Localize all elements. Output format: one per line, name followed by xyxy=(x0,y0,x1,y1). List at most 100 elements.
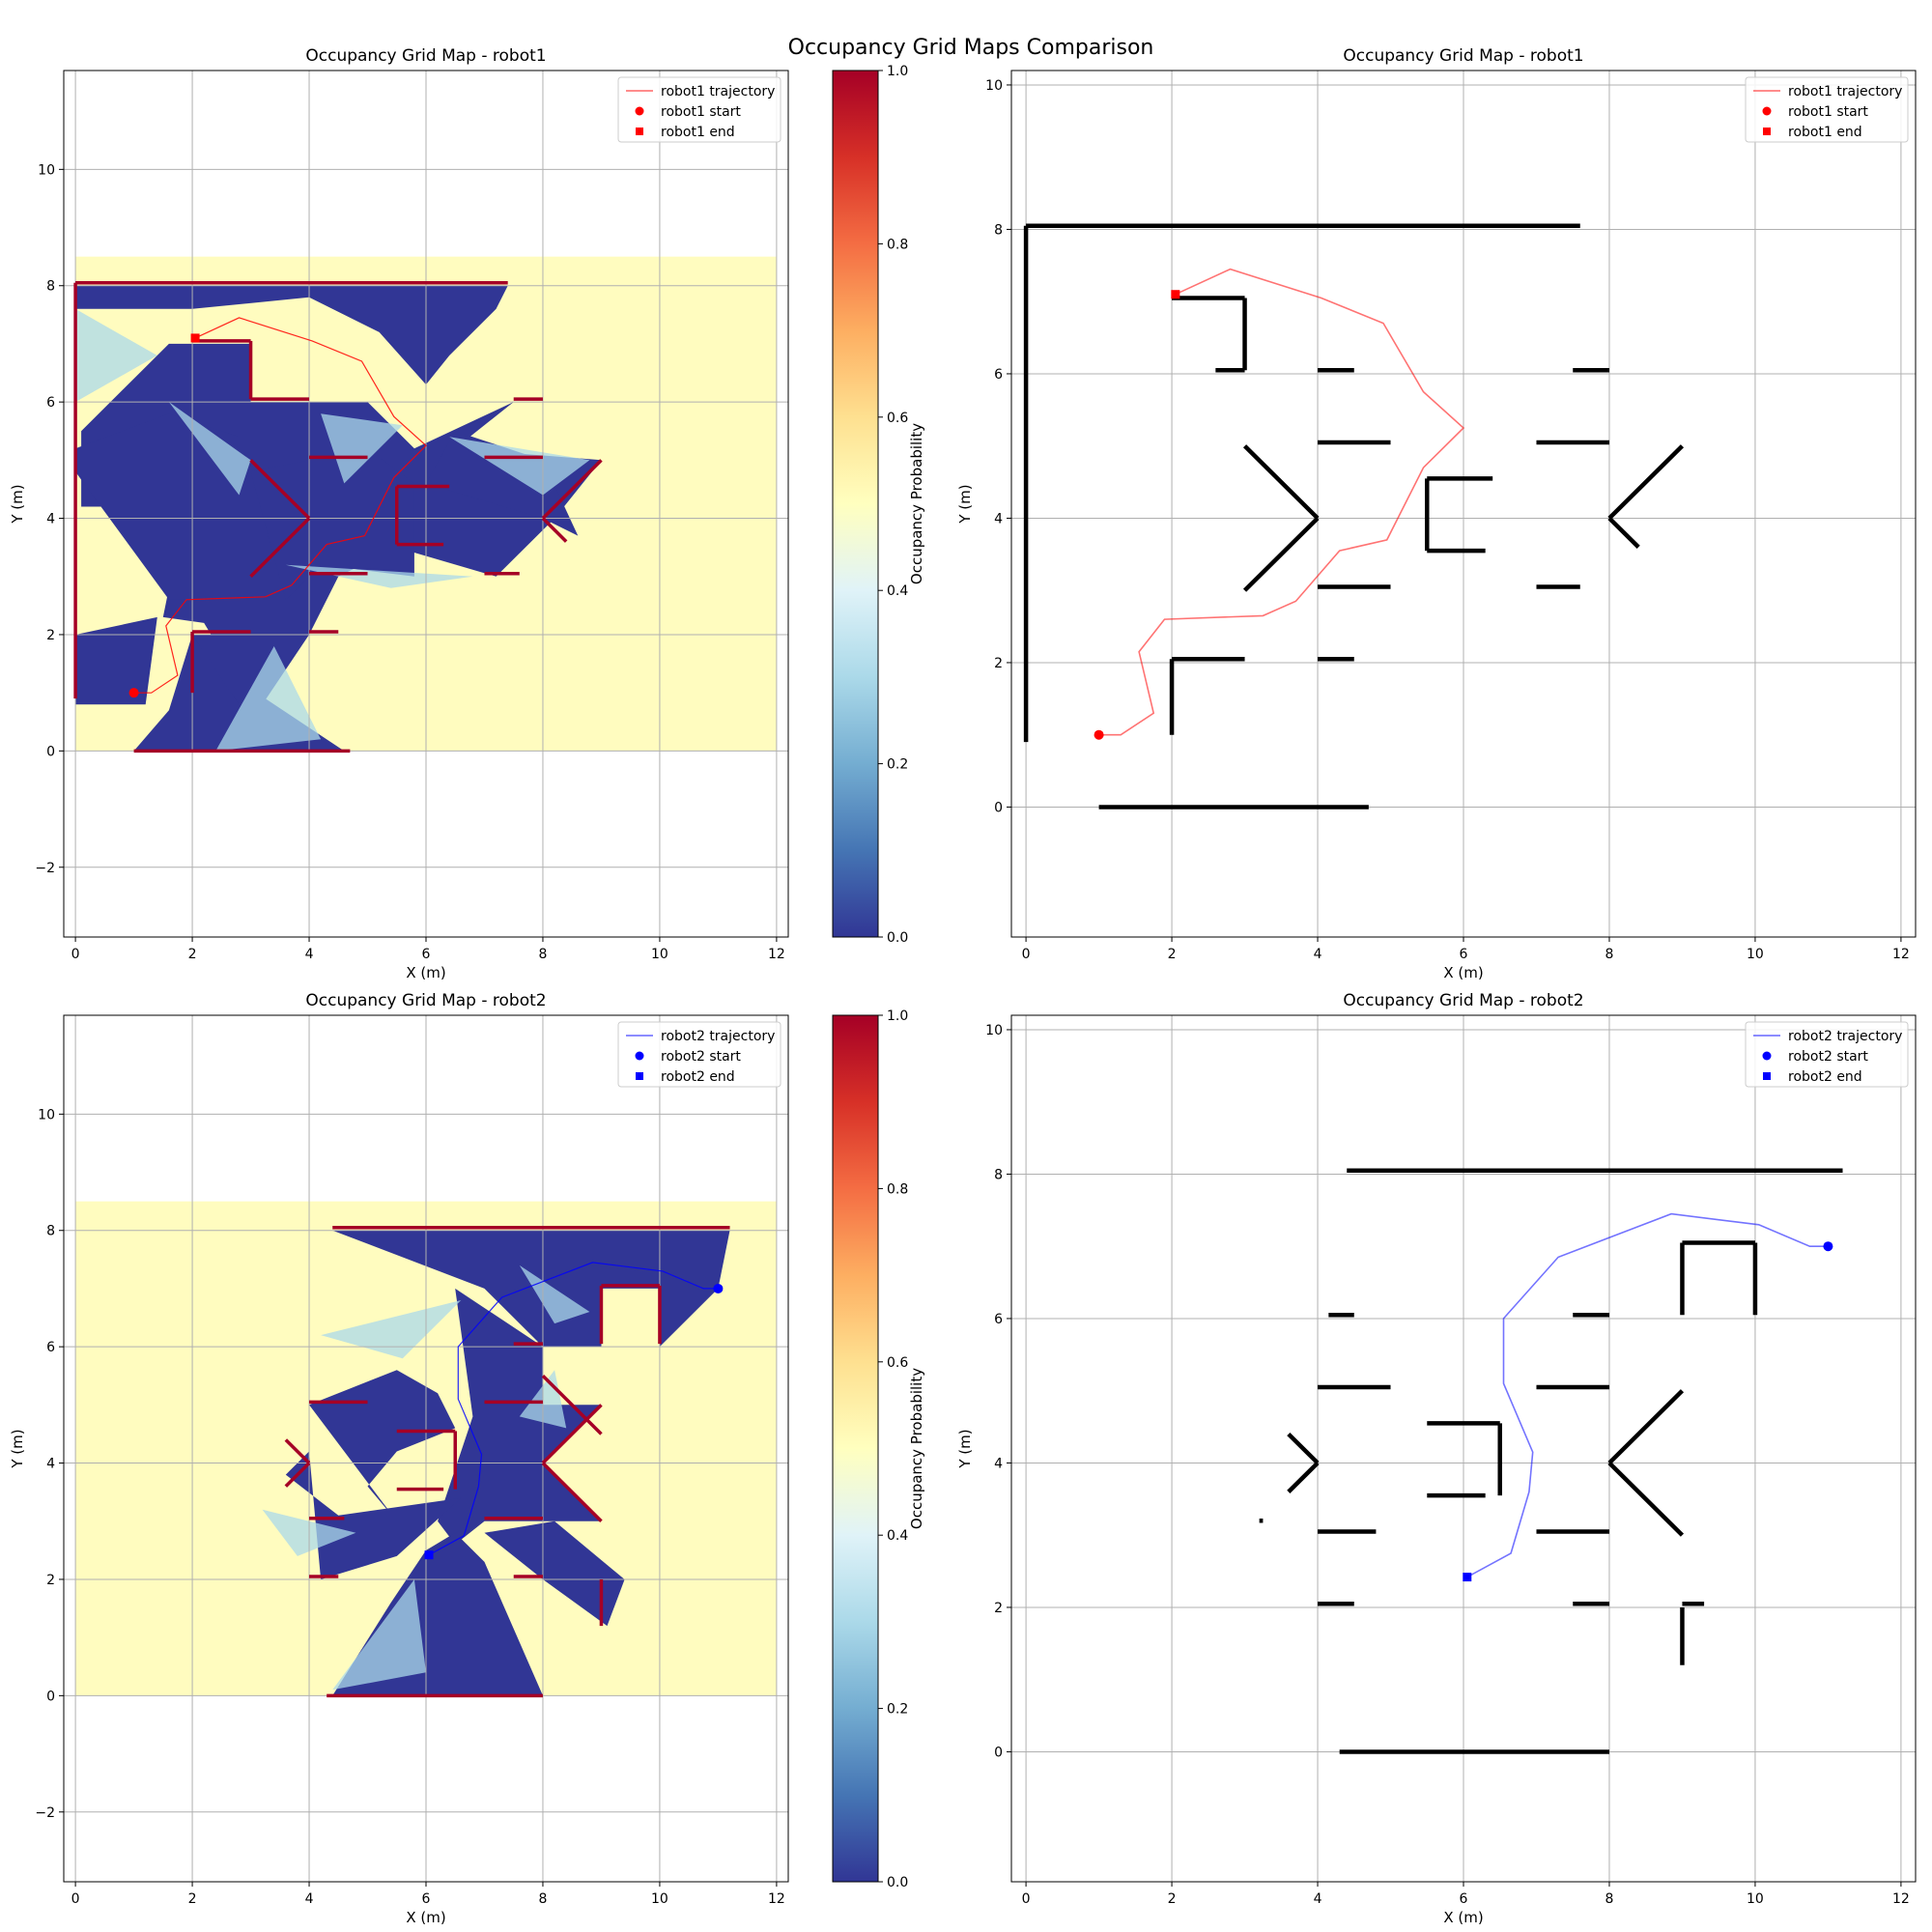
legend-label: robot2 trajectory xyxy=(661,1029,775,1044)
y-axis-label: Y (m) xyxy=(9,484,26,524)
x-tick-label: 6 xyxy=(422,947,431,962)
occupied-cells xyxy=(541,1462,603,1522)
partial-scan-region xyxy=(449,437,590,496)
free-region xyxy=(75,616,157,705)
legend-label: robot2 trajectory xyxy=(1788,1029,1902,1044)
plot-content xyxy=(64,71,788,937)
legend: robot2 trajectory robot2 start robot2 end xyxy=(1745,1021,1909,1088)
panel-title: Occupancy Grid Map - robot2 xyxy=(305,991,546,1010)
x-tick-label: 4 xyxy=(305,1891,314,1907)
x-tick-label: 0 xyxy=(71,947,80,962)
y-tick-label: 0 xyxy=(46,1689,55,1704)
legend-box xyxy=(617,1021,781,1088)
y-tick-label: 6 xyxy=(994,367,1003,383)
legend-label: robot1 trajectory xyxy=(661,84,775,99)
y-tick-label: 6 xyxy=(994,1312,1003,1327)
x-tick-label: 4 xyxy=(1314,1891,1322,1907)
x-tick-label: 2 xyxy=(1168,947,1177,962)
occupied-cells xyxy=(284,1462,311,1488)
legend: robot1 trajectory robot1 start robot1 end xyxy=(617,76,781,143)
legend-label: robot2 end xyxy=(661,1069,735,1085)
panel-title: Occupancy Grid Map - robot2 xyxy=(1343,991,1583,1010)
x-tick-label: 2 xyxy=(188,1891,197,1907)
colorbar-label: Occupancy Probability xyxy=(908,423,925,584)
colorbar-tick-label: 0.8 xyxy=(887,237,908,252)
x-tick-label: 8 xyxy=(1605,1891,1614,1907)
y-tick-label: 10 xyxy=(985,1023,1003,1038)
y-tick-label: 8 xyxy=(46,279,55,295)
panel-title: Occupancy Grid Map - robot1 xyxy=(305,46,546,66)
y-tick-label: 8 xyxy=(46,1224,55,1239)
free-region xyxy=(250,448,414,600)
plot-content xyxy=(64,1015,788,1882)
free-region xyxy=(332,1230,730,1348)
legend: robot2 trajectory robot2 start robot2 end xyxy=(617,1021,781,1088)
partial-scan-region xyxy=(321,413,403,484)
y-tick-label: 8 xyxy=(994,1167,1003,1182)
colorbar-tick-label: 0.6 xyxy=(887,411,908,426)
occupied-cells xyxy=(1607,516,1640,549)
colorbar-tick-label: 0.0 xyxy=(887,930,908,946)
x-tick-label: 10 xyxy=(651,1891,668,1907)
colorbar-label: Occupancy Probability xyxy=(908,1368,925,1529)
y-tick-label: 2 xyxy=(994,1601,1003,1616)
y-tick-label: 6 xyxy=(46,1340,55,1355)
legend-label: robot1 start xyxy=(1788,104,1868,120)
x-tick-label: 2 xyxy=(188,947,197,962)
x-tick-label: 4 xyxy=(1314,947,1322,962)
free-region xyxy=(484,1520,625,1627)
x-axis-label: X (m) xyxy=(1443,964,1483,981)
start-marker xyxy=(128,688,139,698)
legend-square-swatch xyxy=(1763,1072,1771,1080)
occupied-cells xyxy=(1607,1461,1685,1537)
legend-box xyxy=(1745,1021,1909,1088)
x-tick-label: 12 xyxy=(1892,947,1910,962)
colorbar-tick-label: 0.4 xyxy=(887,1528,908,1544)
y-tick-label: 0 xyxy=(994,800,1003,815)
y-tick-label: 4 xyxy=(46,512,55,527)
colorbar-tick-label: 1.0 xyxy=(887,1009,908,1024)
end-marker xyxy=(424,1550,434,1560)
legend-box xyxy=(617,76,781,143)
legend-circle-swatch xyxy=(1762,106,1772,116)
occupied-cells xyxy=(541,1404,603,1464)
partial-scan-region xyxy=(168,402,251,496)
y-tick-label: 4 xyxy=(46,1457,55,1472)
occupied-cells xyxy=(541,459,603,520)
x-tick-label: 8 xyxy=(539,1891,548,1907)
y-axis-label: Y (m) xyxy=(956,484,974,524)
x-axis-label: X (m) xyxy=(1443,1909,1483,1926)
x-tick-label: 10 xyxy=(1747,947,1764,962)
colorbar-tick-label: 0.2 xyxy=(887,757,908,773)
free-region xyxy=(75,285,508,385)
x-tick-label: 6 xyxy=(1460,947,1468,962)
panel-4: 0 2 4 6 8 10 12 0 2 4 6 8 10 Occupancy Grid Map - rob… xyxy=(956,991,1917,1926)
x-tick-label: 10 xyxy=(651,947,668,962)
y-tick-label: 6 xyxy=(46,395,55,411)
legend-square-swatch xyxy=(1763,128,1771,135)
x-tick-label: 12 xyxy=(768,1891,785,1907)
x-tick-label: 0 xyxy=(71,1891,80,1907)
trajectory-line xyxy=(428,1262,719,1556)
legend-label: robot1 start xyxy=(661,104,741,120)
start-marker xyxy=(1094,729,1104,740)
occupied-cells xyxy=(1287,1461,1320,1493)
y-tick-label: 2 xyxy=(994,656,1003,671)
partial-scan-region xyxy=(332,1579,426,1690)
colorbar: 0.0 0.2 0.4 0.6 0.8 1.0 Occupancy Probability xyxy=(832,64,925,946)
y-tick-label: 2 xyxy=(46,1573,55,1588)
x-tick-label: 12 xyxy=(768,947,785,962)
y-tick-label: −2 xyxy=(35,861,55,876)
free-region xyxy=(285,1451,462,1579)
trajectory-line xyxy=(133,317,427,694)
colorbar-tick-label: 0.6 xyxy=(887,1355,908,1371)
legend-square-swatch xyxy=(636,128,643,135)
y-tick-label: 0 xyxy=(994,1745,1003,1760)
panel-2: 0 2 4 6 8 10 12 0 2 4 6 8 10 Occupancy Grid Map - rob… xyxy=(956,46,1917,981)
y-axis-label: Y (m) xyxy=(956,1429,974,1468)
end-marker xyxy=(1463,1573,1472,1582)
occupied-cells xyxy=(1242,444,1320,521)
y-axis-label: Y (m) xyxy=(9,1429,26,1468)
free-region xyxy=(309,1370,456,1521)
y-tick-label: 4 xyxy=(994,511,1003,526)
